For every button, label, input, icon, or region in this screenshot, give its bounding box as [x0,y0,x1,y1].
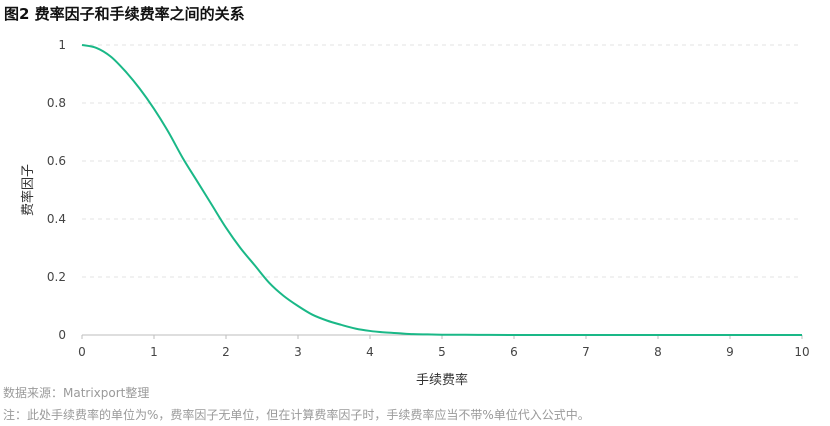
x-tick-label: 5 [438,345,446,359]
x-tick-label: 2 [222,345,230,359]
y-axis-label: 费率因子 [20,164,36,216]
gridlines [82,44,802,278]
source-note: 数据来源：Matrixport整理 [3,386,150,400]
x-tick-label: 9 [726,345,734,359]
y-tick-label: 0.2 [47,270,66,284]
x-tick-label: 7 [582,345,590,359]
series-lines [81,44,802,337]
y-tick-label: 0.8 [47,96,66,110]
x-tick-label: 6 [510,345,518,359]
x-tick-label: 1 [150,345,158,359]
y-tick-label: 0.6 [47,154,66,168]
x-tick-label: 3 [294,345,302,359]
y-tick-label: 0.4 [47,212,66,226]
y-tick-label: 1 [58,38,66,52]
y-axis-ticks: 0 0.2 0.4 0.6 0.8 1 [47,38,66,342]
x-tick-label: 0 [78,345,86,359]
chart-title: 图2 费率因子和手续费率之间的关系 [4,5,245,23]
x-axis-ticks: 0 1 2 3 4 5 6 7 8 9 10 [78,345,809,359]
x-tick-label: 8 [654,345,662,359]
series-line [81,44,802,337]
footnote: 注：此处手续费率的单位为%，费率因子无单位，但在计算费率因子时，手续费率应当不带… [3,408,590,422]
x-axis-label: 手续费率 [416,372,468,388]
x-tick-label: 10 [794,345,809,359]
x-tick-label: 4 [366,345,374,359]
y-tick-label: 0 [58,328,66,342]
